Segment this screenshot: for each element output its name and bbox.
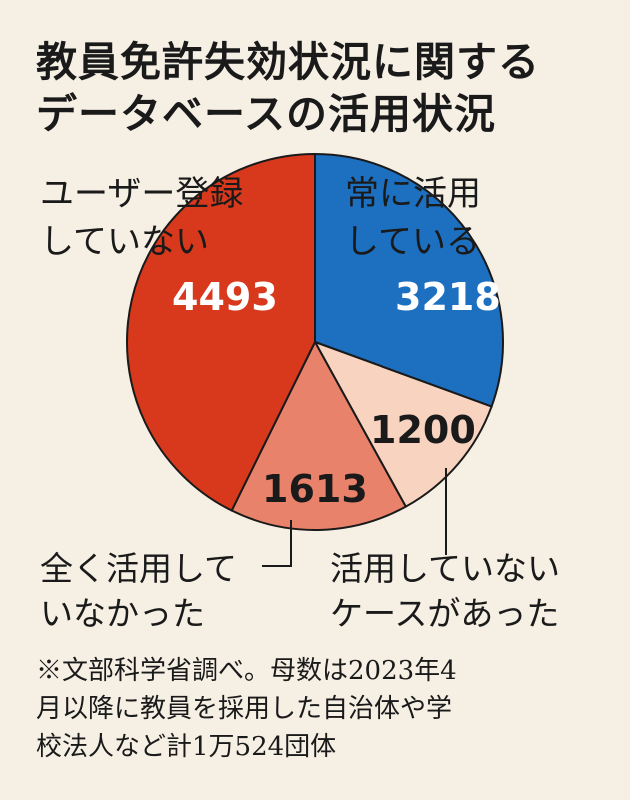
- leader-lines: [262, 468, 447, 567]
- slice-value-none: 1613: [262, 467, 368, 511]
- slice-label-some-line1: 活用していない: [330, 549, 560, 588]
- note-line: 校法人など計1万524団体: [36, 732, 337, 762]
- slice-value-unregistered: 4493: [172, 275, 278, 319]
- title-line: データベースの活用状況: [36, 90, 496, 138]
- slice-label-always-line2: している: [345, 222, 480, 262]
- title-line: 教員免許失効状況に関する: [36, 38, 540, 86]
- slice-label-some-line2: ケースがあった: [330, 594, 559, 633]
- leader-line-none: [262, 520, 292, 567]
- slice-label-none-line1: 全く活用して: [40, 549, 237, 588]
- pie-slice-some: [312, 340, 493, 508]
- note-line: 月以降に教員を採用した自治体や学: [36, 694, 453, 724]
- source-note: ※文部科学省調べ。母数は2023年4 月以降に教員を採用した自治体や学 校法人な…: [36, 652, 611, 766]
- note-line: ※文部科学省調べ。母数は2023年4: [36, 656, 457, 686]
- pie-slices: [126, 152, 504, 531]
- pie-slice-none: [230, 339, 408, 531]
- slice-label-unregistered-line1: ユーザー登録: [40, 174, 243, 214]
- pie-slice-unregistered: [126, 152, 316, 512]
- slice-value-always: 3218: [395, 275, 501, 319]
- slice-value-some: 1200: [370, 408, 476, 452]
- pie-slice-always: [314, 152, 504, 408]
- slice-label-unregistered-line2: していない: [40, 222, 209, 262]
- slice-label-none-line2: いなかった: [40, 594, 205, 633]
- slice-label-always-line1: 常に活用: [345, 174, 481, 214]
- chart-title: 教員免許失効状況に関する データベースの活用状況: [36, 36, 606, 140]
